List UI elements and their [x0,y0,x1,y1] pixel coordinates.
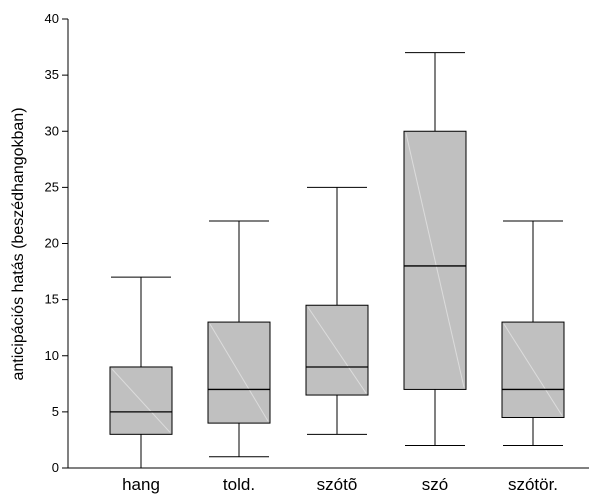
box-4 [403,52,467,447]
box-sheen [209,323,269,422]
category-label: told. [223,475,255,494]
y-tick-label: 10 [45,348,59,363]
box-sheen [405,133,465,388]
y-tick-label: 15 [45,292,59,307]
y-tick-label: 5 [52,404,59,419]
box-sheen [503,323,563,416]
category-label: szó [422,475,448,494]
category-label: szótör. [508,475,558,494]
box-sheen [111,368,171,433]
category-label: hang [122,475,160,494]
y-tick-label: 30 [45,123,59,138]
y-tick-label: 0 [52,460,59,475]
box-5 [501,220,565,447]
y-axis-title: anticipációs hatás (beszédhangokban) [10,107,27,380]
box-3 [305,186,369,435]
y-tick-label: 25 [45,179,59,194]
axis-layer: 0 5 10 15 20 25 30 35 40 hang told. szótõ szó szótör. [45,11,589,494]
box-2 [207,220,271,458]
y-tick-label: 35 [45,67,59,82]
category-label: szótõ [317,475,358,494]
y-tick-label: 20 [45,236,59,251]
box-sheen [307,306,367,394]
y-tick-label: 40 [45,11,59,26]
boxes-layer [109,52,565,469]
box-1 [109,276,173,469]
